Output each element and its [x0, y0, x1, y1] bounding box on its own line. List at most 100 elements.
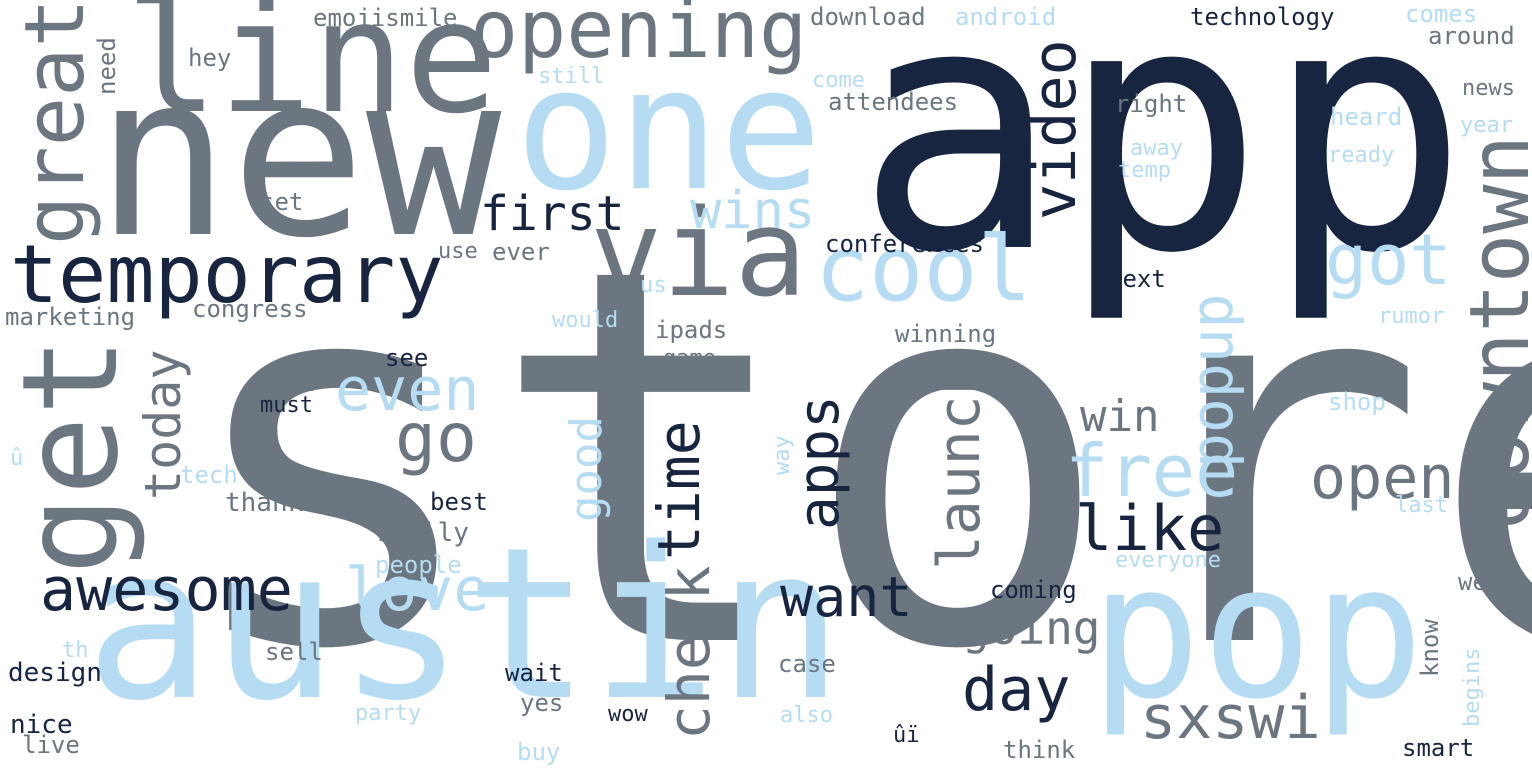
word-ipads: ipads: [655, 316, 728, 344]
word-great: great: [8, 0, 103, 245]
word-line: line: [125, 0, 499, 148]
word-app: app: [855, 0, 1470, 328]
word-tech: tech: [180, 461, 238, 489]
word-rumor: rumor: [1378, 304, 1445, 329]
word-next: next: [1108, 265, 1166, 293]
word-heard: heard: [1330, 103, 1403, 131]
word-also: also: [780, 703, 833, 728]
word-th: th: [62, 638, 89, 663]
word-launch: launch: [925, 360, 993, 570]
word-winning: winning: [895, 320, 997, 348]
word-live: live: [22, 731, 80, 759]
word-awesome: awesome: [40, 555, 293, 625]
word-need: need: [93, 37, 121, 95]
word-glyph-72: û: [10, 446, 24, 471]
word-ever: ever: [492, 238, 550, 266]
word-case: case: [778, 650, 836, 678]
word-first: first: [480, 186, 625, 242]
word-use: use: [438, 239, 478, 264]
word-apps: apps: [787, 395, 852, 530]
word-smart: smart: [1402, 734, 1475, 762]
word-cool: cool: [815, 217, 1032, 322]
word-still: still: [538, 64, 605, 89]
word-new: new: [95, 26, 502, 288]
word-free: free: [1065, 429, 1239, 513]
word-one: one: [515, 31, 823, 229]
word-year: year: [1460, 113, 1513, 138]
word-ready: ready: [1328, 143, 1395, 168]
word-around: around: [1428, 22, 1515, 50]
word-see: see: [385, 344, 429, 372]
word-wins: wins: [690, 181, 816, 241]
word-popup: popup: [1178, 293, 1246, 468]
word-well: well: [262, 372, 315, 397]
word-set: set: [260, 188, 304, 216]
word-congress: congress: [192, 295, 308, 323]
word-week: week: [1458, 568, 1516, 596]
word-wait: wait: [505, 659, 563, 687]
word-marketing: marketing: [5, 303, 136, 331]
word-shop: shop: [1328, 388, 1386, 416]
word-thanks: thanks: [225, 488, 319, 518]
word-open: open: [1310, 443, 1455, 513]
word-love: love: [345, 555, 490, 625]
word-want: want: [780, 565, 913, 629]
word-party: party: [355, 701, 422, 726]
word-conferences: conferences: [825, 230, 984, 258]
word-temporary: temporary: [10, 228, 444, 321]
word-video: video: [1020, 39, 1090, 220]
word-come: come: [812, 68, 865, 93]
word-buy: buy: [517, 738, 561, 766]
word-going: going: [962, 601, 1101, 655]
word-hey: hey: [188, 44, 232, 72]
word-comes: comes: [1405, 0, 1478, 28]
word-via: via: [590, 185, 807, 324]
word-sxswi: sxswi: [1140, 683, 1321, 753]
word-coming: coming: [990, 576, 1077, 604]
word-last: last: [1395, 493, 1448, 518]
word-good: good: [561, 416, 612, 522]
word-android: android: [955, 3, 1057, 31]
word-everyone: everyone: [1115, 548, 1221, 573]
word-pop: pop: [1090, 524, 1425, 740]
word-go: go: [395, 399, 477, 478]
word-know: know: [1416, 619, 1444, 677]
word-would: would: [552, 308, 619, 333]
word-think: think: [1003, 736, 1076, 764]
word-away: away: [1130, 136, 1183, 161]
word-download: download: [810, 3, 926, 31]
word-got: got: [1325, 219, 1452, 301]
word-begins: begins: [1460, 647, 1485, 727]
word-people: people: [375, 551, 462, 579]
word-day: day: [962, 655, 1071, 725]
word-right: right: [1115, 90, 1188, 118]
word-design: design: [8, 658, 102, 688]
word-austin: austin: [85, 502, 844, 747]
word-store: store: [175, 157, 1532, 763]
word-even: even: [335, 355, 480, 425]
word-temp: temp: [1118, 158, 1171, 183]
word-news: news: [1462, 76, 1515, 101]
word-must: must: [260, 393, 313, 418]
word-sell: sell: [265, 638, 323, 666]
word-like: like: [1075, 492, 1225, 565]
word-attendees: attendees: [828, 88, 959, 116]
word-check: check: [655, 565, 723, 740]
word-really: really: [375, 518, 469, 548]
word-game: game: [663, 346, 716, 371]
word-opening: opening: [470, 0, 808, 76]
word-wow: wow: [608, 702, 648, 727]
word-best: best: [430, 488, 488, 516]
word-technology: technology: [1190, 3, 1335, 31]
word-nice: nice: [10, 710, 73, 740]
word-glyph-94: ûï: [893, 723, 920, 748]
word-get: get: [0, 336, 148, 575]
word-us: us: [640, 273, 667, 298]
word-emojismile: emojismile: [313, 4, 458, 32]
word-time: time: [645, 420, 713, 560]
word-yes: yes: [520, 689, 564, 717]
word-win: win: [1080, 391, 1160, 442]
word-way: way: [770, 435, 795, 475]
word-downtown: downtown: [1453, 135, 1532, 530]
